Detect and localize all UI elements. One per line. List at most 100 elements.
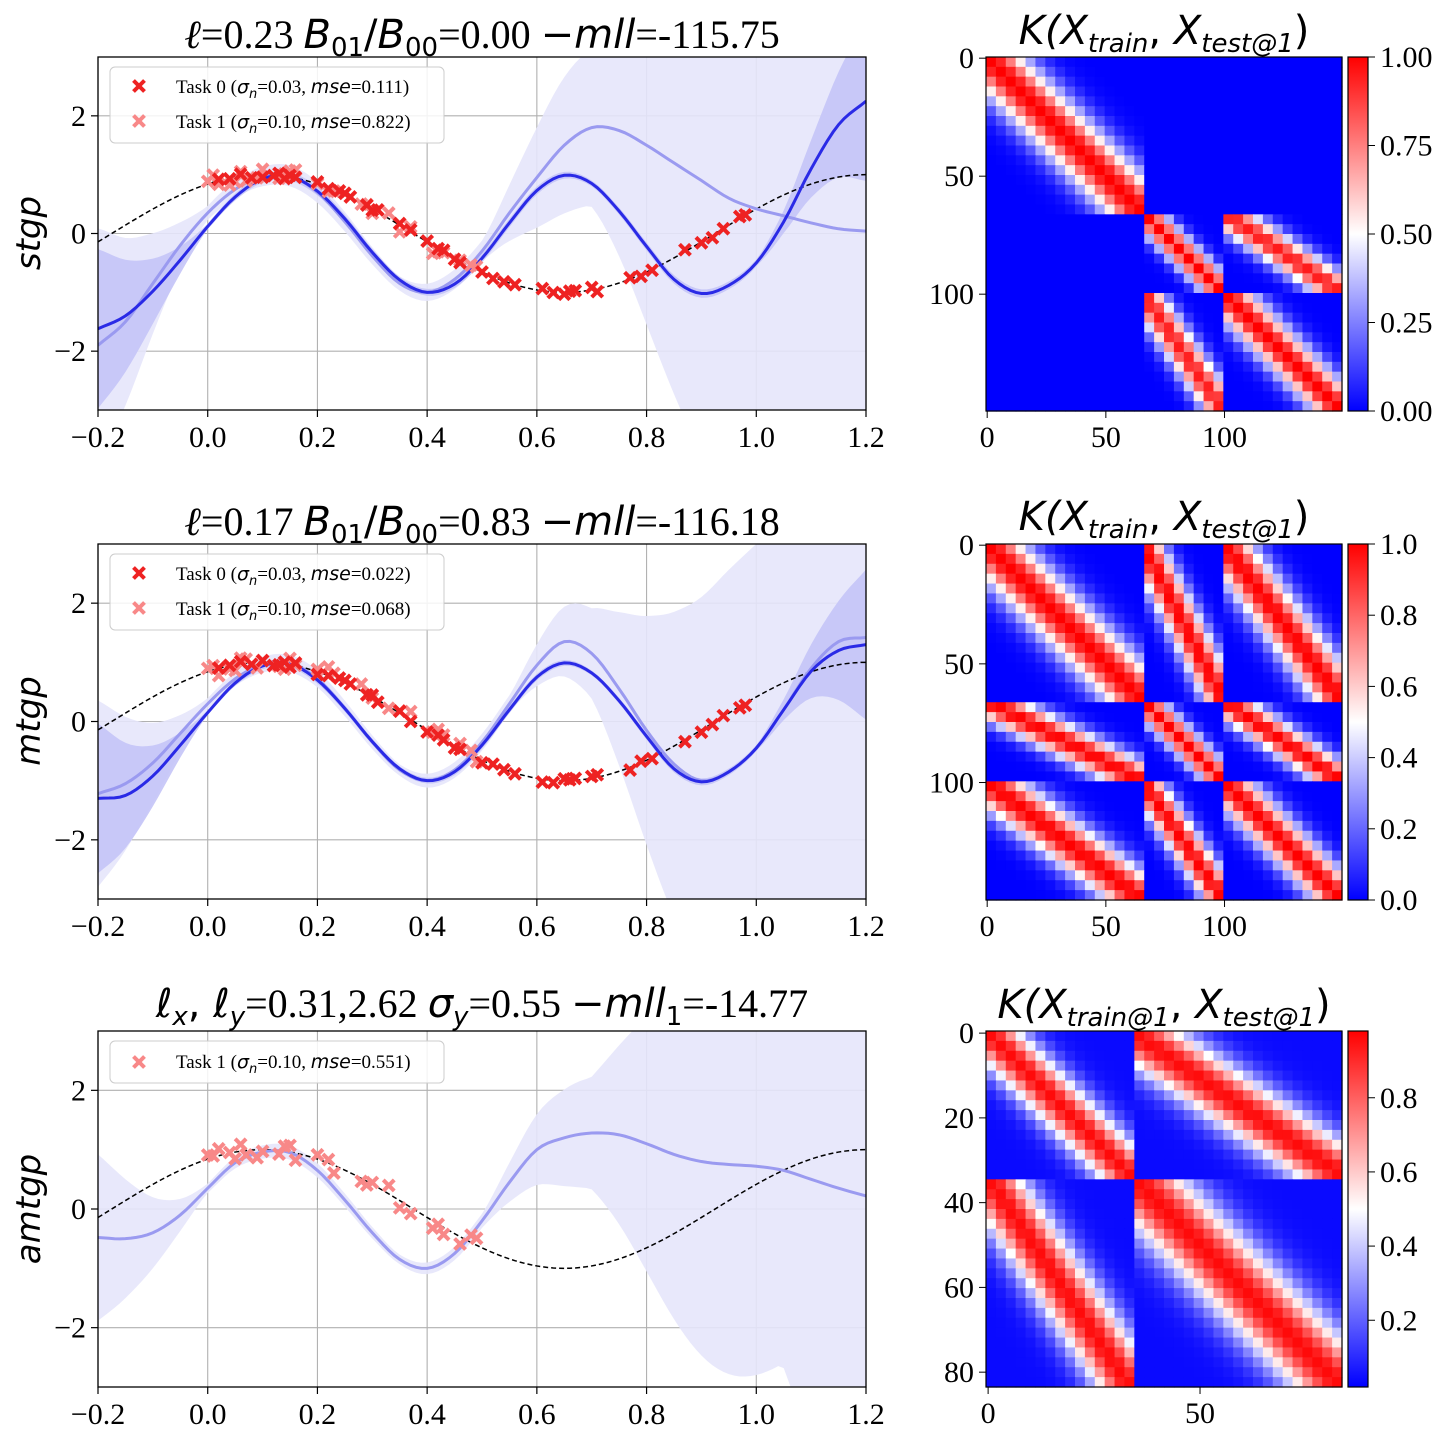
heatmap-cell — [1312, 1258, 1323, 1269]
heatmap-cell — [1124, 1238, 1135, 1250]
heatmap-cell — [1213, 302, 1224, 314]
heatmap-cell — [1075, 371, 1086, 383]
heatmap-cell — [1075, 273, 1086, 284]
heatmap-cell — [1193, 57, 1205, 68]
heatmap-cell — [1094, 563, 1106, 575]
heatmap-cell — [1203, 840, 1215, 852]
data-point-task0 — [568, 283, 583, 298]
heatmap-cell — [1272, 722, 1284, 733]
heatmap-cell — [1035, 662, 1046, 674]
heatmap-cell — [1065, 860, 1076, 871]
heatmap-cell — [1084, 860, 1096, 871]
heatmap-cell — [1005, 1080, 1017, 1091]
heatmap-cell — [1203, 1050, 1215, 1062]
heatmap-cell — [1124, 1090, 1135, 1101]
heatmap-cell — [1322, 741, 1333, 753]
heatmap-cell — [1065, 125, 1076, 137]
heatmap-cell — [1243, 1050, 1254, 1062]
heatmap-cell — [1035, 253, 1046, 265]
heatmap-cell — [1055, 135, 1066, 147]
heatmap-cell — [1025, 613, 1037, 624]
heatmap-cell — [1114, 1100, 1126, 1111]
title-mll: −mll — [541, 499, 636, 545]
heatmap-cell — [1213, 1228, 1224, 1240]
heatmap-cell — [1094, 613, 1106, 624]
heatmap-cell — [1312, 293, 1323, 304]
heatmap-cell — [1084, 1307, 1096, 1319]
heatmap-cell — [1223, 781, 1234, 792]
heatmap-cell — [1154, 830, 1165, 842]
heatmap-cell — [1292, 125, 1304, 137]
heatmap-cell — [1134, 712, 1145, 723]
heatmap-cell — [1272, 751, 1284, 763]
heatmap-cell — [1104, 1327, 1116, 1339]
heatmap-cell — [1045, 1090, 1056, 1101]
heatmap-cell — [1272, 1090, 1284, 1101]
heatmap-cell — [1322, 1100, 1333, 1111]
heatmap-cell — [1322, 1149, 1333, 1161]
heatmap-cell — [1173, 1159, 1185, 1171]
heatmap-cell — [1292, 1278, 1304, 1289]
heatmap-cell — [1292, 283, 1304, 294]
heatmap-cell — [1302, 1298, 1313, 1309]
heatmap-cell — [1193, 184, 1205, 196]
heatmap-cell — [1124, 672, 1135, 684]
heatmap-cell — [1223, 125, 1234, 137]
heatmap-cell — [1094, 224, 1106, 235]
heatmap-cell — [1253, 1248, 1264, 1260]
cross-stroke — [623, 270, 638, 285]
heatmap-cell — [1223, 342, 1234, 353]
heatmap-cell — [1075, 1357, 1086, 1368]
heatmap-cell — [1253, 860, 1264, 871]
heatmap-cell — [1173, 593, 1185, 604]
heatmap-cell — [1223, 1347, 1234, 1358]
heatmap-cell — [1173, 761, 1185, 773]
heatmap-cell — [1144, 603, 1155, 614]
heatmap-cell — [1213, 1327, 1224, 1339]
heatmap-cell — [1253, 1327, 1264, 1339]
heatmap-cell — [1025, 811, 1037, 822]
heatmap-cell — [1134, 1218, 1145, 1230]
heatmap-cell — [995, 1377, 1007, 1388]
heatmap-cell — [1065, 791, 1076, 802]
heatmap-cell — [1144, 332, 1155, 343]
heatmap-cell — [1312, 155, 1323, 166]
heatmap-cell — [1005, 332, 1017, 343]
heatmap-cell — [1282, 1050, 1294, 1062]
heatmap-cell — [1272, 1298, 1284, 1309]
heatmap-cell — [1183, 184, 1195, 196]
heatmap-cell — [1005, 1199, 1017, 1210]
heatmap-cell — [1282, 381, 1294, 392]
heatmap-cell — [986, 145, 997, 156]
heatmap-cell — [1065, 361, 1076, 373]
heatmap-cell — [1292, 1050, 1304, 1062]
heatmap-cell — [1124, 1218, 1135, 1230]
heatmap-cell — [1213, 1278, 1224, 1289]
heatmap-cell — [1154, 1100, 1165, 1111]
heatmap-cell — [1253, 1189, 1264, 1200]
heatmap-cell — [1203, 741, 1215, 753]
heatmap-cell — [1124, 283, 1135, 294]
heatmap-cell — [1114, 1298, 1126, 1309]
heatmap-cell — [1253, 890, 1264, 901]
heatmap-cell — [995, 1268, 1007, 1279]
heatmap-cell — [1124, 312, 1135, 324]
heatmap-cell — [1084, 1060, 1096, 1072]
heatmap-cell — [1144, 672, 1155, 684]
heatmap-cell — [1144, 1298, 1155, 1309]
data-point-task1 — [436, 1227, 451, 1242]
heatmap-cell — [1322, 1139, 1333, 1151]
heatmap-cell — [1193, 553, 1205, 565]
heatmap-cell — [1292, 184, 1304, 196]
heatmap-cell — [1203, 1367, 1215, 1378]
heatmap-cell — [1144, 145, 1155, 156]
heatmap-cell — [1272, 1228, 1284, 1240]
heatmap-cell — [1302, 283, 1313, 294]
heatmap-cell — [1094, 544, 1106, 555]
data-point-task0 — [403, 714, 418, 729]
heatmap-cell — [1243, 1209, 1254, 1220]
heatmap-cell — [1332, 623, 1343, 634]
heatmap-cell — [1005, 761, 1017, 773]
heatmap-cell — [1075, 1090, 1086, 1101]
legend-pre: Task 1 ( — [176, 599, 237, 620]
